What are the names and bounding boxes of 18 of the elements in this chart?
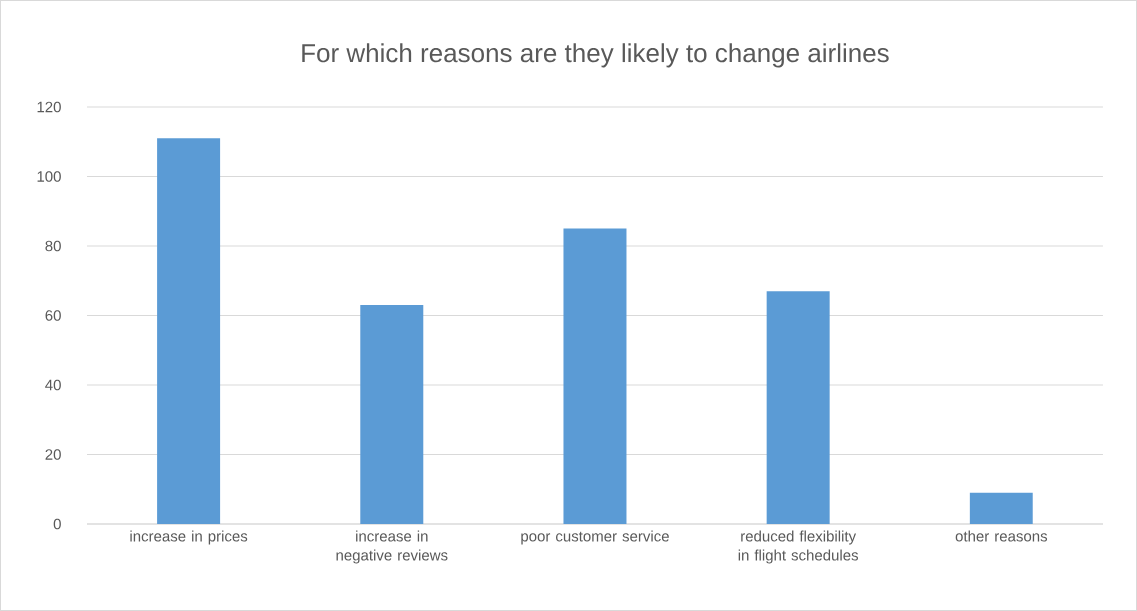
x-tick-label: increase in prices	[130, 530, 248, 545]
y-tick-label: 100	[37, 171, 61, 182]
bar	[969, 492, 1033, 524]
x-tick-label: poor customer service	[521, 530, 669, 545]
x-tick-label: other reasons	[955, 530, 1048, 542]
chart-title: For which reasons are they likely to change airlines	[302, 43, 889, 68]
bar	[766, 291, 830, 524]
y-tick-label: 60	[45, 310, 61, 321]
x-tick-label: reduced flexibility in flight schedules	[738, 530, 859, 564]
y-tick-label: 20	[45, 449, 61, 460]
bar	[157, 138, 221, 524]
y-tick-label: 120	[37, 101, 61, 113]
y-tick-label: 0	[53, 518, 61, 530]
bar	[360, 305, 424, 524]
y-tick-label: 40	[45, 379, 61, 391]
bar	[563, 228, 627, 524]
y-tick-label: 80	[45, 240, 61, 252]
x-tick-label: increase in negative reviews	[336, 530, 448, 564]
